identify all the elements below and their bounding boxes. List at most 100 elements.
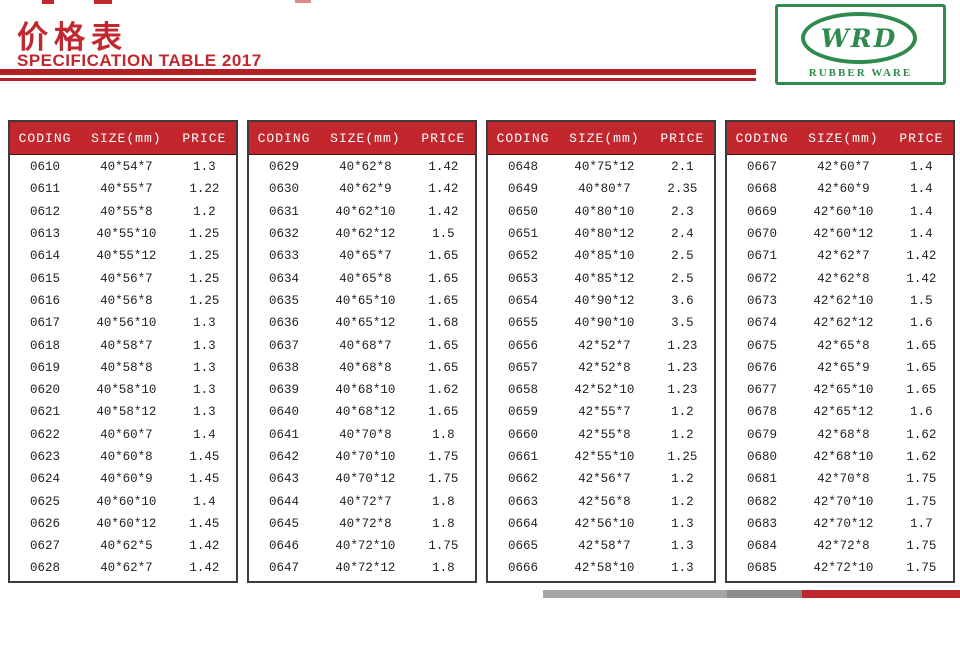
cell-size: 40*60*10 [96,494,157,509]
cell-price: 1.65 [428,405,459,420]
cell-price: 1.42 [189,539,220,554]
table-row: 0643 40*70*12 1.75 [249,468,475,490]
cell-coding: 0615 [30,271,61,286]
cell-coding: 0642 [269,450,300,464]
cell-price: 1.25 [189,293,220,308]
cell-price: 1.65 [428,293,459,308]
cell-coding: 0672 [747,271,778,286]
cell-coding: 0644 [269,494,300,509]
cell-coding: 0674 [747,316,778,331]
table-row: 0610 40*54*7 1.3 [10,156,236,178]
cell-size: 42*56*8 [578,494,631,509]
cell-coding: 0662 [508,472,539,487]
cell-size: 42*60*12 [813,227,874,242]
cell-coding: 0650 [508,204,539,219]
cell-coding: 0654 [508,293,539,308]
cell-size: 40*85*12 [574,271,635,286]
cell-price: 1.25 [667,450,698,464]
cell-size: 42*65*9 [817,360,870,375]
cell-size: 40*60*12 [96,516,157,531]
logo-tagline: RUBBER WARE [808,67,913,79]
cell-price: 1.3 [671,516,694,531]
column-header-price: PRICE [899,130,944,146]
cell-price: 1.45 [189,450,220,464]
table-row: 0635 40*65*10 1.65 [249,290,475,312]
cell-price: 1.3 [193,360,216,375]
cell-size: 42*70*12 [813,516,874,531]
price-tables-container: CODING SIZE(mm) PRICE 0610 40*54*7 1.3 0611… [8,120,955,583]
cell-price: 2.35 [667,182,698,197]
cell-size: 40*70*8 [339,427,392,442]
cell-price: 1.75 [906,472,937,487]
cell-coding: 0665 [508,539,539,554]
cell-size: 40*58*12 [96,405,157,420]
table-header: CODING SIZE(mm) PRICE [488,122,714,155]
cell-price: 1.42 [906,249,937,264]
table-row: 0646 40*72*10 1.75 [249,535,475,557]
cell-size: 40*58*8 [100,360,153,375]
cell-size: 40*58*7 [100,338,153,353]
cell-size: 42*55*10 [574,450,635,464]
header-rule-thick [0,69,756,75]
cell-price: 1.6 [910,316,933,331]
cell-coding: 0646 [269,539,300,554]
cell-price: 3.5 [671,316,694,331]
table-row: 0621 40*58*12 1.3 [10,401,236,423]
cell-size: 42*62*12 [813,316,874,331]
cell-size: 40*72*12 [335,561,396,576]
cell-price: 1.23 [667,338,698,353]
cell-size: 42*65*10 [813,383,874,398]
table-row: 0669 42*60*10 1.4 [727,201,953,223]
cell-price: 2.4 [671,227,694,242]
table-row: 0656 42*52*7 1.23 [488,334,714,356]
footer-bar-gray [543,590,727,598]
table-row: 0619 40*58*8 1.3 [10,357,236,379]
cell-size: 42*68*8 [817,427,870,442]
cell-size: 40*72*7 [339,494,392,509]
cell-price: 1.5 [910,293,933,308]
cell-price: 1.8 [432,427,455,442]
cell-price: 1.62 [906,450,937,464]
cell-price: 1.4 [910,182,933,197]
cell-size: 40*62*12 [335,227,396,242]
cell-coding: 0667 [747,160,778,175]
table-row: 0677 42*65*10 1.65 [727,379,953,401]
column-header-price: PRICE [182,130,227,146]
cell-size: 40*60*9 [100,472,153,487]
cell-price: 1.23 [667,383,698,398]
cell-coding: 0643 [269,472,300,487]
table-row: 0657 42*52*8 1.23 [488,357,714,379]
table-header: CODING SIZE(mm) PRICE [727,122,953,155]
table-row: 0670 42*60*12 1.4 [727,223,953,245]
cell-size: 42*60*10 [813,204,874,219]
table-row: 0618 40*58*7 1.3 [10,334,236,356]
cell-size: 42*60*7 [817,160,870,175]
cell-coding: 0683 [747,516,778,531]
table-row: 0641 40*70*8 1.8 [249,424,475,446]
table-row: 0680 42*68*10 1.62 [727,446,953,468]
cell-price: 1.3 [671,561,694,576]
cell-price: 1.8 [432,516,455,531]
cell-size: 40*85*10 [574,249,635,264]
table-row: 0685 42*72*10 1.75 [727,557,953,579]
price-table-4: CODING SIZE(mm) PRICE 0667 42*60*7 1.4 0668… [725,120,955,583]
cell-price: 1.3 [193,383,216,398]
cell-coding: 0659 [508,405,539,420]
table-row: 0612 40*55*8 1.2 [10,201,236,223]
cell-coding: 0640 [269,405,300,420]
table-body: 0629 40*62*8 1.42 0630 40*62*9 1.42 0631 40*62*… [249,155,475,581]
table-row: 0651 40*80*12 2.4 [488,223,714,245]
cell-coding: 0676 [747,360,778,375]
cell-price: 1.8 [432,494,455,509]
cell-coding: 0641 [269,427,300,442]
cell-price: 1.4 [193,427,216,442]
cell-size: 40*56*8 [100,293,153,308]
cell-size: 42*58*7 [578,539,631,554]
table-row: 0652 40*85*10 2.5 [488,245,714,267]
cell-price: 1.42 [428,160,459,175]
table-row: 0648 40*75*12 2.1 [488,156,714,178]
cell-price: 1.65 [428,249,459,264]
table-row: 0623 40*60*8 1.45 [10,446,236,468]
cell-price: 1.25 [189,227,220,242]
cell-price: 1.65 [906,338,937,353]
